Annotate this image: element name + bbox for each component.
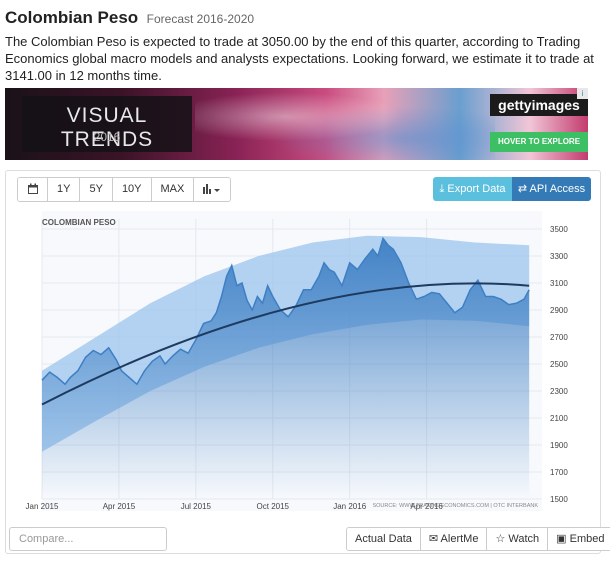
calendar-button[interactable]	[18, 178, 48, 201]
price-line	[41, 236, 530, 386]
page-header: Colombian Peso Forecast 2016-2020	[5, 8, 254, 28]
x-axis-ticks: Jan 2015 Apr 2015 Jul 2015 Oct 2015 Jan 2016…	[26, 502, 444, 511]
x-tick-label: Jan 2016	[333, 502, 366, 511]
range-max-button[interactable]: MAX	[151, 178, 195, 201]
x-tick-label: Jan 2015	[26, 502, 59, 511]
y-tick-label: 2500	[550, 360, 568, 369]
chart-actions: Actual Data ✉ AlertMe ☆ Watch ▣ Embed	[346, 527, 610, 551]
x-tick-label: Apr 2015	[103, 502, 136, 511]
chart-title: COLOMBIAN PESO	[42, 218, 116, 227]
y-tick-label: 1900	[550, 441, 568, 450]
y-tick-label: 2100	[550, 414, 568, 423]
trend-line	[41, 282, 530, 406]
chart-toolbar: 1Y 5Y 10Y MAX	[17, 177, 232, 202]
y-tick-label: 1700	[550, 468, 568, 477]
page-subtitle: Forecast 2016-2020	[146, 12, 255, 26]
calendar-icon	[27, 183, 38, 194]
alertme-label: AlertMe	[440, 533, 479, 545]
star-icon: ☆	[495, 533, 506, 545]
chart-panel: 1Y 5Y 10Y MAX ⤓ Export Data ⇄ API Access	[5, 170, 610, 554]
y-tick-label: 2700	[550, 333, 568, 342]
banner-year: 2016	[93, 130, 121, 144]
chart-source: SOURCE: WWW.TRADINGECONOMICS.COM | OTC I…	[372, 503, 538, 509]
api-access-label: API Access	[529, 183, 586, 195]
peso-chart[interactable]: 1500 1700 1900 2100 2300 2500 2700 2900 3100 3300…	[6, 207, 600, 517]
y-tick-label: 3300	[550, 252, 568, 261]
y-tick-label: 3500	[550, 225, 568, 234]
alertme-button[interactable]: ✉ AlertMe	[420, 528, 488, 550]
x-tick-label: Apr 2016	[410, 502, 443, 511]
page-description: The Colombian Peso is expected to trade …	[5, 34, 594, 83]
api-access-button[interactable]: ⇄ API Access	[512, 177, 591, 201]
y-axis-ticks: 1500 1700 1900 2100 2300 2500 2700 2900 3100 3300…	[550, 225, 568, 504]
range-5y-button[interactable]: 5Y	[80, 178, 113, 201]
y-tick-label: 2900	[550, 306, 568, 315]
y-tick-label: 1500	[550, 495, 568, 504]
chart-type-dropdown[interactable]	[194, 178, 231, 201]
y-tick-label: 3100	[550, 279, 568, 288]
range-10y-button[interactable]: 10Y	[112, 178, 152, 201]
watch-button[interactable]: ☆ Watch	[487, 528, 549, 550]
swap-arrows-icon: ⇄	[517, 183, 530, 195]
x-tick-label: Jul 2015	[181, 502, 212, 511]
ad-banner[interactable]: VISUAL TRENDS 2016 gettyimages i HOVER T…	[5, 88, 588, 160]
price-area	[42, 238, 530, 499]
range-1y-button[interactable]: 1Y	[48, 178, 81, 201]
download-icon: ⤓	[439, 183, 448, 195]
actual-data-button[interactable]: Actual Data	[347, 528, 421, 550]
x-tick-label: Oct 2015	[257, 502, 290, 511]
banner-headline-box: VISUAL TRENDS 2016	[22, 96, 192, 152]
compare-input[interactable]	[9, 527, 167, 551]
page-title: Colombian Peso	[5, 8, 139, 27]
export-data-label: Export Data	[447, 183, 506, 195]
bar-chart-icon	[203, 184, 221, 194]
embed-label: Embed	[569, 533, 605, 545]
export-data-button[interactable]: ⤓ Export Data	[433, 177, 512, 201]
embed-button[interactable]: ▣ Embed	[548, 528, 610, 550]
banner-artwork	[195, 88, 495, 160]
watch-label: Watch	[508, 533, 540, 545]
envelope-icon: ✉	[428, 533, 439, 545]
banner-title: VISUAL TRENDS	[60, 104, 154, 151]
hover-to-explore-button[interactable]: HOVER TO EXPLORE	[490, 132, 588, 152]
embed-icon: ▣	[556, 533, 567, 545]
getty-logo: gettyimages	[490, 94, 588, 116]
ad-info-icon[interactable]: i	[577, 88, 588, 99]
y-tick-label: 2300	[550, 387, 568, 396]
